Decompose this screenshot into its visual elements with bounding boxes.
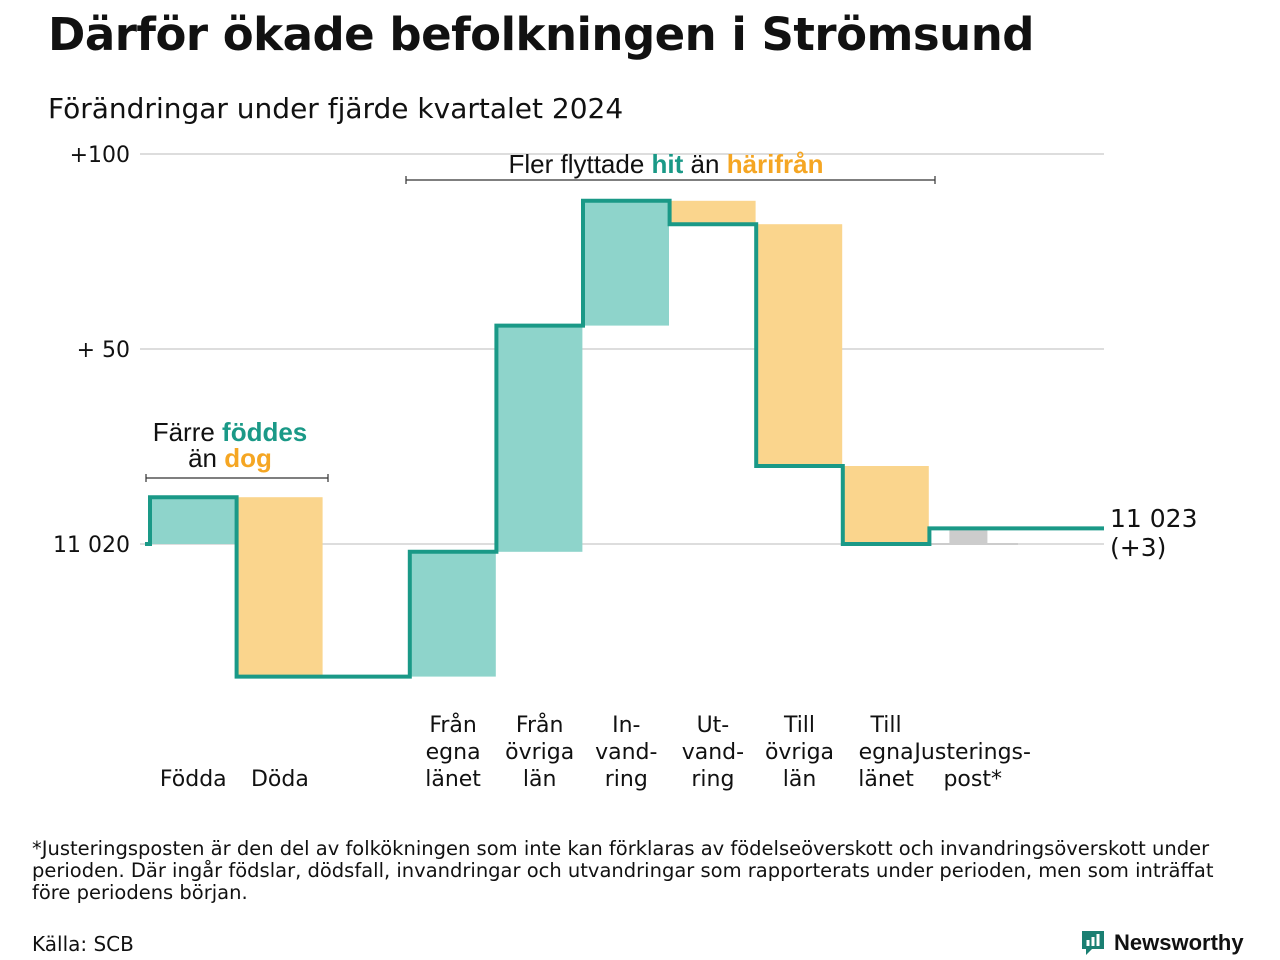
y-tick-label: 11 020 <box>53 533 130 558</box>
x-tick-label: länet <box>425 767 481 792</box>
brand-name: Newsworthy <box>1114 930 1244 955</box>
bar-decrease <box>756 224 843 466</box>
bar-connector <box>930 543 1018 545</box>
source: Källa: SCB <box>32 932 134 956</box>
x-tick-label: egna <box>859 740 914 765</box>
annotation-text: Färre föddes <box>153 417 308 447</box>
y-tick-label: + 50 <box>77 338 130 363</box>
bar-decrease <box>842 466 929 544</box>
x-tick-label: Döda <box>251 767 309 792</box>
bar-increase <box>409 551 496 677</box>
x-tick-label: Justerings- <box>912 740 1031 765</box>
bar-increase <box>150 497 236 544</box>
x-tick-label: vand- <box>682 740 744 765</box>
page-subtitle: Förändringar under fjärde kvartalet 2024 <box>48 92 624 125</box>
annotation-part: föddes <box>222 417 307 447</box>
x-tick-label: Till <box>783 713 815 738</box>
x-tick-label: övriga <box>505 740 574 765</box>
annotation-text: än dog <box>188 443 272 473</box>
x-tick-label: post* <box>943 767 1002 792</box>
bar-increase <box>583 200 669 326</box>
x-tick-label: egna <box>426 740 481 765</box>
bar-decrease <box>236 497 323 677</box>
x-tick-label: ring <box>691 767 734 792</box>
x-tick-label: Från <box>516 712 564 738</box>
page-title: Därför ökade befolkningen i Strömsund <box>48 8 1034 61</box>
x-tick-label: län <box>523 767 557 792</box>
waterfall-chart: 11 020+ 50+100 Födda DödaFrånegnalänetFrå… <box>53 143 1197 792</box>
x-tick-label: ring <box>605 767 648 792</box>
annotation-part: härifrån <box>727 149 824 179</box>
footnote: *Justeringsposten är den del av folkökni… <box>32 837 1214 904</box>
y-tick-label: +100 <box>70 143 130 168</box>
x-tick-label: vand- <box>595 740 657 765</box>
brand[interactable]: Newsworthy <box>1080 928 1244 958</box>
x-tick-label: Till <box>870 713 902 738</box>
annotation-part: Fler flyttade <box>508 149 651 179</box>
bar-adjustment <box>949 528 988 544</box>
annotation-part: hit <box>652 149 684 179</box>
x-tick-label: In- <box>612 713 640 738</box>
annotation-part: dog <box>224 443 272 473</box>
end-value-label: 11 023 <box>1110 504 1197 533</box>
step-line <box>145 198 1104 679</box>
bar-decrease <box>669 200 756 225</box>
newsworthy-logo-icon <box>1082 931 1104 955</box>
x-tick-label: län <box>783 767 817 792</box>
annotation-part: Färre <box>153 417 222 447</box>
x-tick-label: länet <box>858 767 914 792</box>
end-value-label: (+3) <box>1110 533 1166 562</box>
x-tick-label: Från <box>429 712 477 738</box>
x-tick-label: Födda <box>160 767 227 792</box>
x-tick-label: övriga <box>765 740 834 765</box>
bar-increase <box>496 325 583 552</box>
annotation-part: än <box>683 149 726 179</box>
x-tick-label: Ut- <box>697 713 730 738</box>
annotation-part: än <box>188 443 224 473</box>
annotation-text: Fler flyttade hit än härifrån <box>508 149 823 179</box>
